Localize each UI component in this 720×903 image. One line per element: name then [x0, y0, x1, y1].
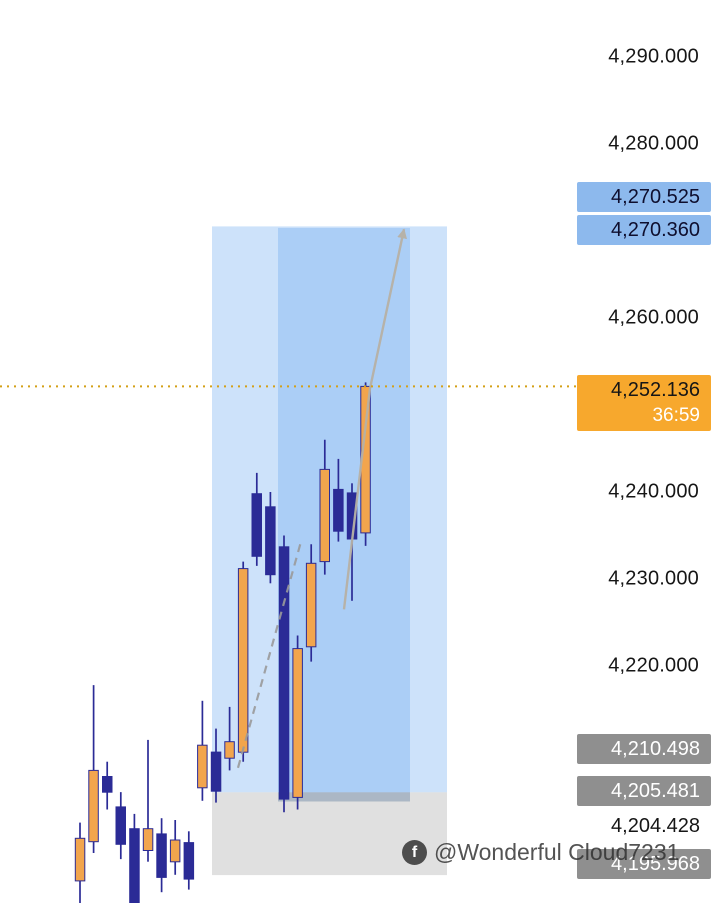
watermark: f @Wonderful Cloud7231 — [402, 839, 679, 866]
bearish-candle-body — [115, 806, 126, 845]
bearish-candle-body — [183, 842, 195, 880]
bullish-candle-body — [237, 568, 249, 753]
bearish-candle-body — [102, 776, 113, 793]
bullish-candle-body — [74, 837, 86, 882]
bearish-candle-body — [278, 546, 290, 800]
gray-zone-inner — [278, 792, 410, 802]
bearish-candle-body — [251, 493, 262, 557]
bullish-candle-body — [224, 741, 235, 759]
bearish-candle-body — [333, 488, 344, 532]
bullish-candle-body — [319, 468, 330, 563]
projection-arrow — [342, 228, 408, 610]
watermark-text: @Wonderful Cloud7231 — [434, 839, 680, 865]
facebook-icon: f — [402, 840, 427, 865]
bearish-candle-body — [156, 833, 167, 878]
bearish-candle-body — [129, 828, 140, 903]
bearish-candle-body — [265, 506, 276, 576]
bullish-candle-body — [169, 839, 181, 863]
bullish-candle-body — [197, 744, 208, 789]
dashed-trendline — [236, 541, 303, 769]
bullish-candle-body — [88, 769, 99, 843]
bullish-candle-body — [305, 562, 317, 648]
bullish-candle-body — [292, 648, 303, 798]
bullish-candle-body — [142, 828, 154, 852]
bearish-candle-body — [210, 751, 222, 792]
